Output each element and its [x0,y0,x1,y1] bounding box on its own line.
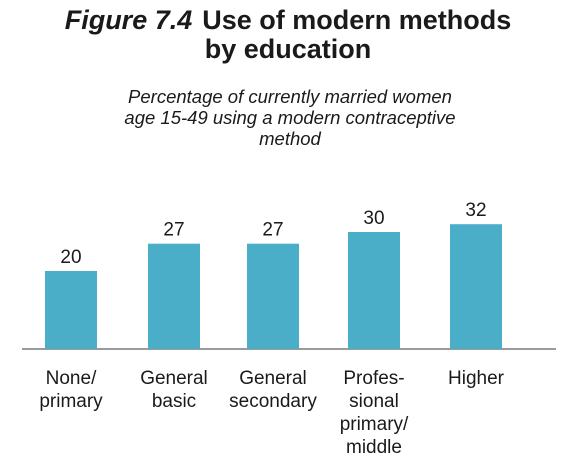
chart-subtitle: Percentage of currently married women ag… [60,86,520,149]
subtitle-line-3: method [259,128,321,149]
bar-0 [45,271,97,349]
bar-2 [247,243,299,349]
data-label-0: 20 [60,247,81,268]
data-label-3: 30 [363,208,384,229]
data-label-1: 27 [163,220,184,241]
title-line-1: Use of modern methods [202,5,512,35]
category-label-1: General basic [140,368,208,412]
subtitle-line-1: Percentage of currently married women [128,86,452,107]
data-label-4: 32 [465,200,486,221]
category-label-3: Profes-sional primary/middle [340,368,409,458]
chart-title: Figure 7.4 Use of modern methods by educa… [0,6,576,64]
title-line-2: by education [204,34,372,64]
bar-1 [148,243,200,349]
figure-label: Figure 7.4 [64,5,193,35]
subtitle-line-2: age 15-49 using a modern contraceptive [124,107,456,128]
category-label-2: General secondary [229,368,317,412]
bar-3 [348,232,400,349]
data-label-2: 27 [262,220,283,241]
bar-4 [450,224,502,349]
category-label-4: Higher [448,368,505,389]
category-label-0: None/primary [39,368,103,412]
